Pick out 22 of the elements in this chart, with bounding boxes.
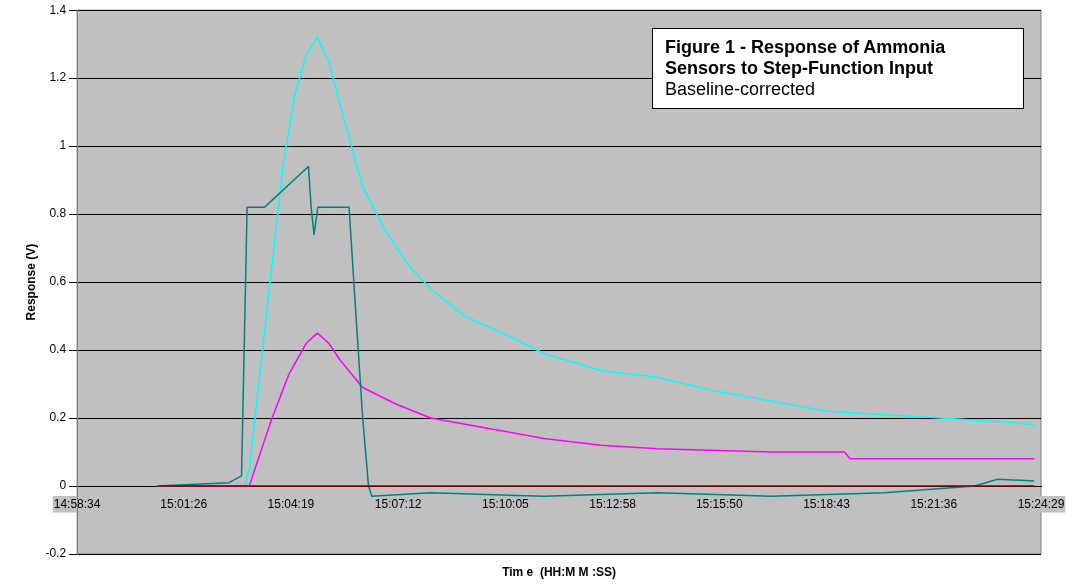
y-tick-label: 1 bbox=[59, 138, 67, 153]
y-tick-label: 1.4 bbox=[49, 2, 67, 17]
x-tick-label: 15:18:43 bbox=[803, 496, 851, 511]
y-tick-label: 0.6 bbox=[49, 274, 67, 289]
x-tick-label: 15:12:58 bbox=[589, 496, 637, 511]
x-axis-title: Tim e (HH:M M :SS) bbox=[502, 565, 616, 579]
y-tick-label: -0.2 bbox=[45, 546, 67, 561]
x-tick-label: 15:24:29 bbox=[1017, 496, 1065, 511]
x-tick-label: 15:04:19 bbox=[267, 496, 315, 511]
x-tick-label: 15:21:36 bbox=[910, 496, 958, 511]
x-tick-label: 15:10:05 bbox=[482, 496, 530, 511]
y-tick-label: 0 bbox=[59, 478, 67, 493]
title-box: Figure 1 - Response of Ammonia Sensors to Step-Function Input Baseline-corrected bbox=[652, 28, 1024, 109]
x-tick-label: 14:58:34 bbox=[53, 496, 101, 511]
y-tick-label: 0.2 bbox=[49, 410, 67, 425]
y-tick-label: 0.8 bbox=[49, 206, 67, 221]
x-tick-label: 15:01:26 bbox=[160, 496, 208, 511]
x-tick-label: 15:15:50 bbox=[695, 496, 743, 511]
y-tick-label: 1.2 bbox=[49, 70, 67, 85]
x-tick-label: 15:07:12 bbox=[374, 496, 422, 511]
y-tick-label: 0.4 bbox=[49, 342, 67, 357]
y-axis-title: Response (V) bbox=[23, 243, 38, 321]
